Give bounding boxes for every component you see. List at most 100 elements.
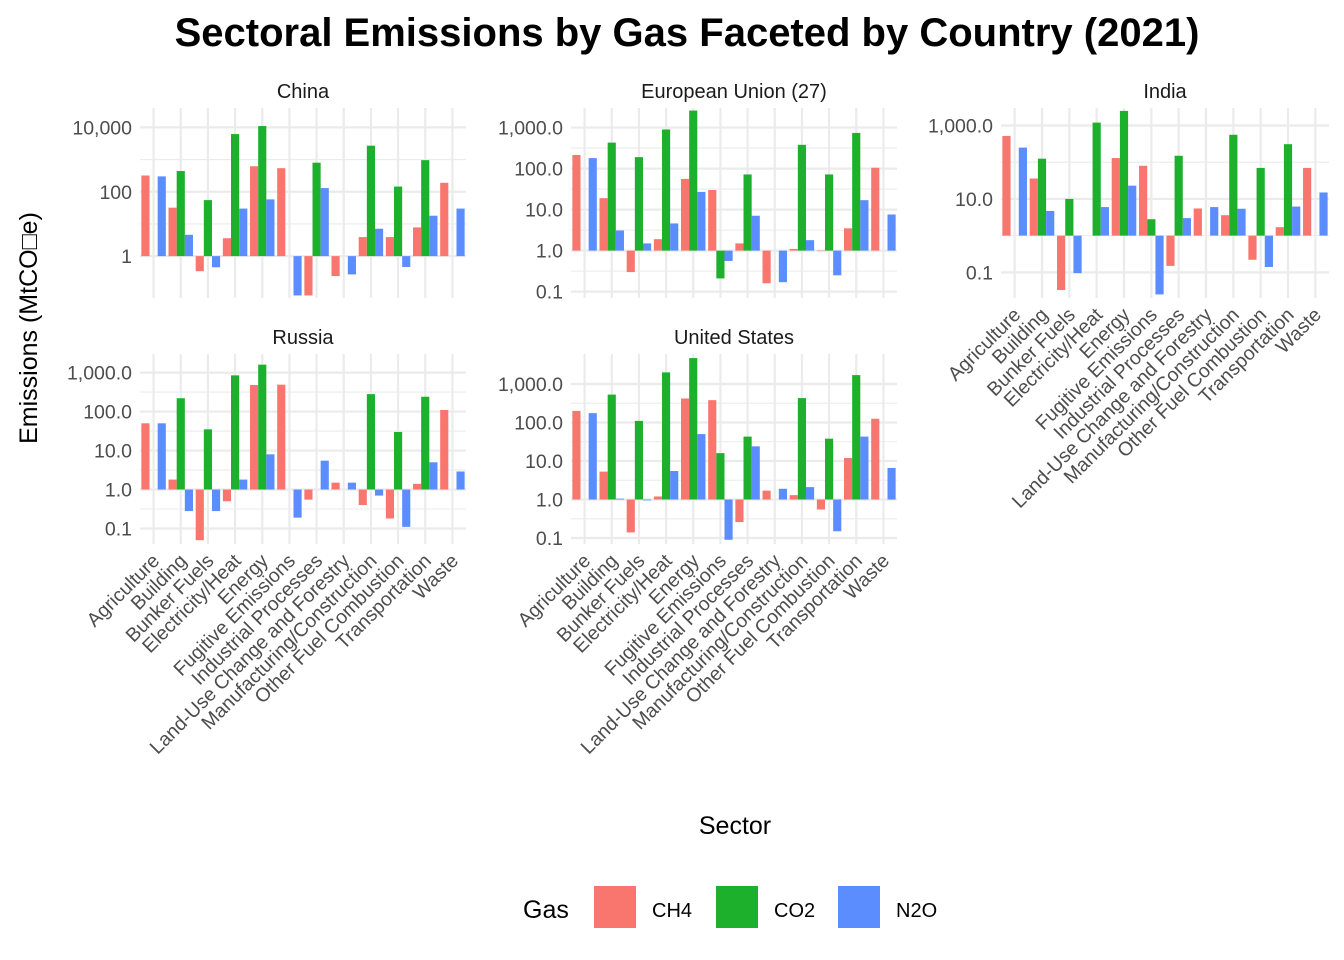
bar-russia-agriculture-n2o [157,423,166,490]
bar-india-industrial-processes-co2 [1174,155,1183,236]
bar-european-union-27-fugitive-emissions-ch4 [708,190,717,251]
bar-india-agriculture-n2o [1018,147,1027,236]
bar-china-waste-n2o [456,208,465,257]
bar-russia-transportation-co2 [421,396,430,490]
bar-india-other-fuel-combustion-n2o [1264,235,1273,267]
bar-china-energy-ch4 [250,166,259,257]
bar-india-waste-n2o [1319,192,1328,236]
y-tick-label: 1 [121,246,132,268]
bar-russia-building-ch4 [168,479,177,490]
bar-european-union-27-industrial-processes-ch4 [735,243,744,251]
bar-russia-manufacturing-construction-n2o [374,489,384,496]
bar-european-union-27-fugitive-emissions-n2o [724,250,733,261]
bar-european-union-27-waste-ch4 [871,167,880,251]
bar-european-union-27-other-fuel-combustion-n2o [833,250,842,276]
y-tick-label: 100 [99,182,132,204]
bar-china-transportation-co2 [421,160,430,257]
bar-european-union-27-building-n2o [615,230,624,251]
bar-china-bunker-fuels-co2 [203,200,212,257]
bar-india-waste-ch4 [1303,167,1312,236]
y-tick-label: 1,000.0 [928,116,993,138]
x-axis-title: Sector [699,812,771,840]
bar-china-bunker-fuels-n2o [211,256,221,268]
bar-united-states-fugitive-emissions-n2o [724,499,733,540]
bar-china-bunker-fuels-ch4 [195,256,204,272]
bar-india-fugitive-emissions-co2 [1147,219,1156,236]
legend-label-co2: CO2 [774,900,815,922]
y-tick-label: 10.0 [955,189,993,211]
bar-india-bunker-fuels-ch4 [1057,235,1066,291]
bar-european-union-27-land-use-change-and-forestry-ch4 [762,250,771,284]
bar-european-union-27-manufacturing-construction-ch4 [789,248,798,251]
bar-china-electricity-heat-ch4 [222,238,232,257]
y-tick-label: 0.1 [536,282,563,304]
bar-united-states-building-co2 [607,394,616,500]
bar-united-states-transportation-co2 [852,375,861,500]
legend-key-ch4 [594,886,636,928]
bar-european-union-27-electricity-heat-ch4 [653,239,663,251]
bar-india-electricity-heat-co2 [1092,122,1101,236]
y-tick-label: 10.0 [525,451,563,473]
bar-china-manufacturing-construction-n2o [374,228,384,257]
bar-united-states-fugitive-emissions-ch4 [708,400,717,500]
bar-united-states-electricity-heat-n2o [670,471,679,500]
bar-china-manufacturing-construction-ch4 [358,237,367,257]
bar-china-other-fuel-combustion-co2 [394,186,403,257]
bar-india-energy-n2o [1128,185,1137,236]
y-tick-label: 10,000 [72,117,132,139]
bar-russia-other-fuel-combustion-n2o [402,489,411,527]
bar-india-bunker-fuels-co2 [1065,198,1074,236]
bar-china-fugitive-emissions-ch4 [277,168,286,257]
bar-india-electricity-heat-n2o [1100,207,1109,236]
bar-united-states-industrial-processes-ch4 [735,499,744,523]
bar-india-building-ch4 [1029,178,1038,236]
bar-united-states-bunker-fuels-ch4 [626,499,635,533]
facet-russia: Russia0.11.010.0100.01,000.0AgricultureB… [67,327,466,759]
y-tick-label: 100.0 [83,402,132,424]
y-tick-label: 1.0 [536,241,563,263]
facet-india: India0.110.01,000.0AgricultureBuildingBu… [928,81,1329,513]
bar-china-agriculture-ch4 [141,175,150,257]
bar-china-electricity-heat-co2 [231,134,240,257]
y-axis-title: Emissions (MtCO□e) [15,212,43,444]
bar-china-other-fuel-combustion-ch4 [385,237,395,257]
bar-united-states-building-ch4 [599,471,608,500]
y-tick-label: 100.0 [514,412,563,434]
bar-india-other-fuel-combustion-co2 [1256,167,1265,236]
bar-united-states-manufacturing-construction-ch4 [789,495,798,500]
y-tick-label: 1,000.0 [498,374,563,396]
bar-european-union-27-land-use-change-and-forestry-n2o [778,250,787,283]
bar-china-industrial-processes-n2o [320,188,329,257]
bar-india-other-fuel-combustion-ch4 [1248,235,1257,260]
bar-china-manufacturing-construction-co2 [366,145,375,257]
bar-russia-fugitive-emissions-ch4 [277,384,286,490]
bar-india-fugitive-emissions-ch4 [1139,165,1148,236]
facet-strip-label: United States [674,327,794,349]
bar-united-states-energy-co2 [689,358,698,500]
y-tick-label: 1.0 [536,490,563,512]
y-tick-label: 0.1 [105,518,132,540]
bar-india-land-use-change-and-forestry-n2o [1210,207,1219,236]
facet-united-states: United States0.11.010.0100.01,000.0Agric… [498,327,897,759]
bar-india-fugitive-emissions-n2o [1155,235,1164,295]
legend-key-n2o [838,886,880,928]
bar-india-transportation-ch4 [1275,227,1284,236]
bar-russia-other-fuel-combustion-ch4 [385,489,395,519]
bar-india-energy-co2 [1119,110,1129,236]
legend-title: Gas [523,896,569,924]
facet-strip-label: China [277,81,330,103]
y-tick-label: 1,000.0 [67,363,132,385]
bar-european-union-27-building-ch4 [599,198,608,251]
bar-china-energy-co2 [258,126,267,257]
bar-united-states-agriculture-n2o [588,413,597,500]
facet-strip-label: India [1143,81,1187,103]
bar-india-building-co2 [1037,158,1047,236]
bar-european-union-27-other-fuel-combustion-ch4 [816,250,826,252]
bar-india-bunker-fuels-n2o [1073,235,1082,274]
bar-european-union-27-transportation-co2 [852,132,861,251]
bar-russia-industrial-processes-n2o [320,460,329,490]
bar-china-transportation-n2o [429,215,438,257]
bar-russia-electricity-heat-n2o [239,479,248,490]
bar-russia-energy-co2 [258,364,267,490]
